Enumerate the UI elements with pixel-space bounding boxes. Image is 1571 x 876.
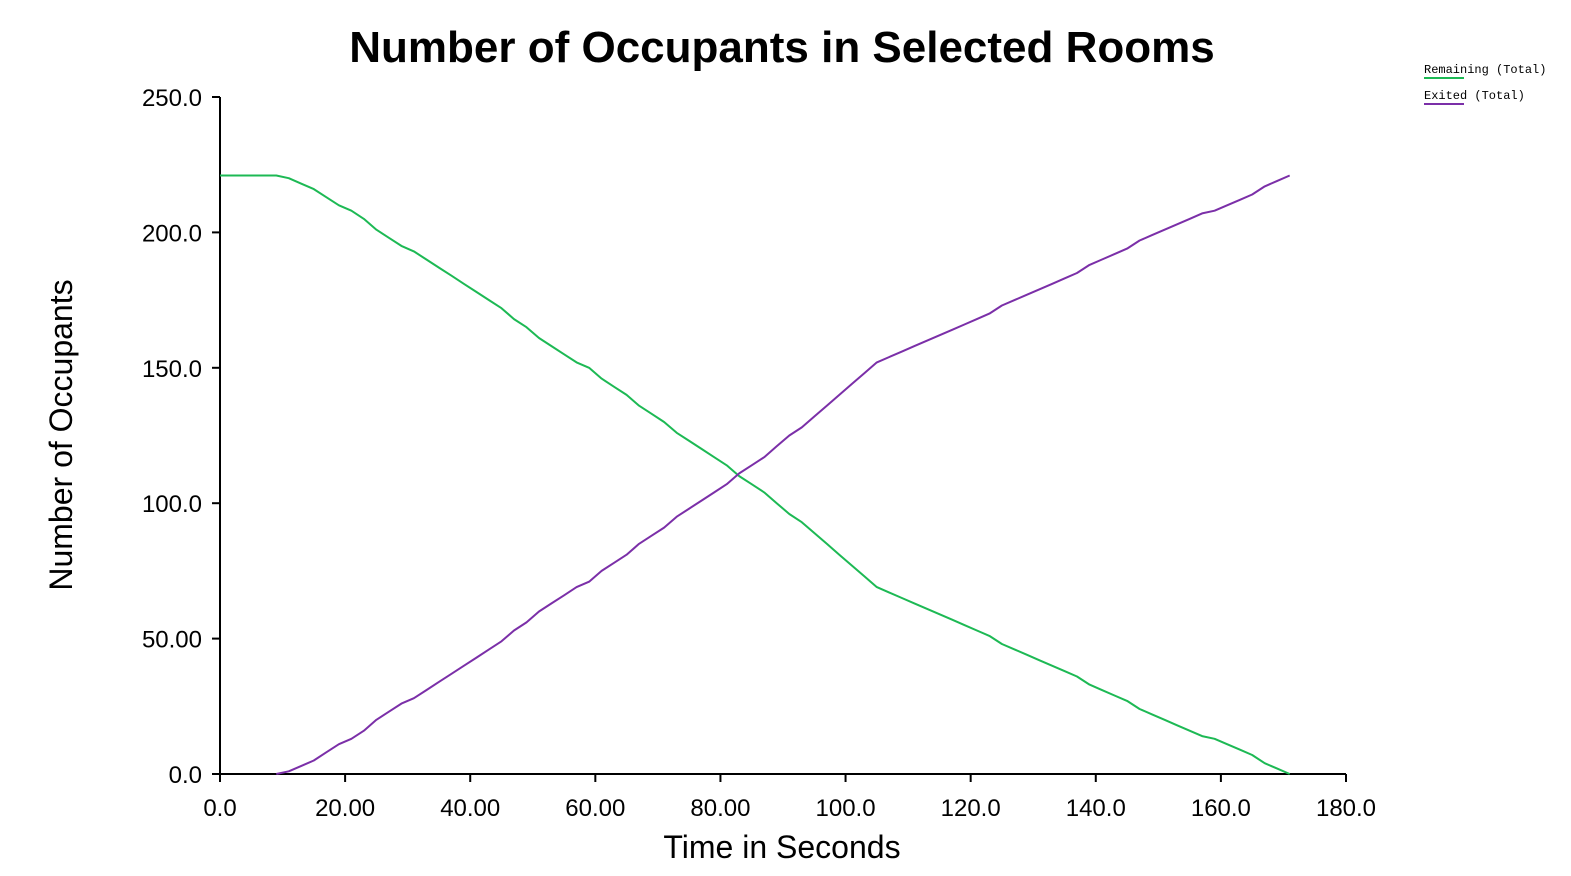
legend-label-remaining-total: Remaining (Total) bbox=[1424, 63, 1546, 77]
x-tick-label: 100.0 bbox=[816, 795, 876, 822]
x-tick-label: 160.0 bbox=[1191, 795, 1251, 822]
y-tick-label: 250.0 bbox=[142, 85, 202, 112]
series-line-exited-total bbox=[276, 174, 1291, 775]
legend-label-exited-total: Exited (Total) bbox=[1424, 89, 1525, 103]
x-tick-label: 20.00 bbox=[315, 795, 375, 822]
y-tick-label: 200.0 bbox=[142, 220, 202, 247]
chart-axes bbox=[219, 97, 1346, 775]
x-tick-label: 60.00 bbox=[565, 795, 625, 822]
x-tick-label: 0.0 bbox=[203, 795, 236, 822]
series-line-remaining-total bbox=[220, 174, 1291, 775]
y-axis-label: Number of Occupants bbox=[43, 279, 79, 590]
y-tick-label: 0.0 bbox=[169, 762, 202, 789]
x-tick-label: 120.0 bbox=[941, 795, 1001, 822]
y-tick-label: 50.00 bbox=[142, 627, 202, 654]
y-tick-label: 100.0 bbox=[142, 491, 202, 518]
x-axis-ticks: 0.0 20.00 40.00 60.00 80.00 100.0 120.0 140.0 16… bbox=[203, 774, 1376, 822]
x-tick-label: 180.0 bbox=[1316, 795, 1376, 822]
x-tick-label: 80.00 bbox=[690, 795, 750, 822]
y-tick-label: 150.0 bbox=[142, 356, 202, 383]
chart-title: Number of Occupants in Selected Rooms bbox=[349, 23, 1215, 72]
legend: Remaining (Total) Exited (Total) bbox=[1424, 63, 1546, 105]
series-lines bbox=[220, 174, 1291, 775]
x-axis-label: Time in Seconds bbox=[663, 829, 900, 865]
y-axis-ticks: 0.0 50.00 100.0 150.0 200.0 250.0 bbox=[142, 85, 220, 789]
x-tick-label: 40.00 bbox=[440, 795, 500, 822]
x-tick-label: 140.0 bbox=[1066, 795, 1126, 822]
